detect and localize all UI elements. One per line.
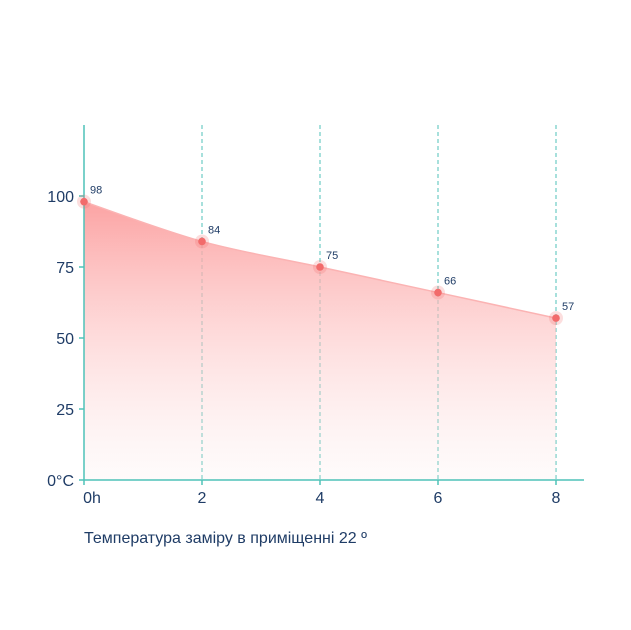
data-label-2: 75 <box>326 250 338 262</box>
y-tick-label-3: 75 <box>56 260 74 277</box>
chart-caption: Температура заміру в приміщенні 22 º <box>84 530 367 547</box>
data-point-3 <box>434 288 442 297</box>
axes <box>79 125 584 485</box>
data-point-1 <box>198 237 206 246</box>
data-label-0: 98 <box>90 185 102 197</box>
data-points <box>77 194 563 326</box>
area-fill <box>84 201 556 480</box>
y-tick-label-2: 50 <box>56 331 74 348</box>
data-label-4: 57 <box>562 301 574 313</box>
y-tick-label-1: 25 <box>56 402 74 419</box>
x-tick-label-1: 2 <box>198 490 207 507</box>
x-tick-label-0: 0h <box>83 490 101 507</box>
data-point-4 <box>552 314 560 322</box>
data-label-1: 84 <box>208 224 220 236</box>
y-tick-label-0: 0°C <box>47 473 74 490</box>
tick-labels: 0°C 25 50 75 100 0h 2 4 6 8 <box>47 189 560 507</box>
y-tick-label-4: 100 <box>47 189 74 206</box>
x-tick-label-2: 4 <box>316 490 325 507</box>
x-tick-label-4: 8 <box>552 490 561 507</box>
data-point-2 <box>316 263 324 271</box>
data-point-0 <box>80 197 88 206</box>
x-tick-label-3: 6 <box>434 490 443 507</box>
data-label-3: 66 <box>444 276 456 288</box>
data-labels: 98 84 75 66 57 <box>90 185 574 313</box>
